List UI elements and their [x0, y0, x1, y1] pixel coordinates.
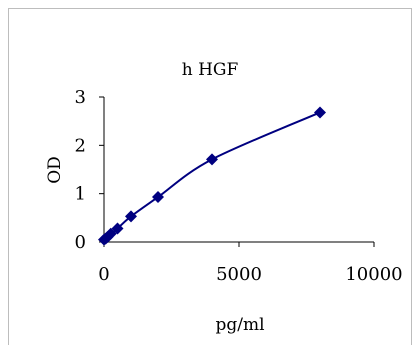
data-point-marker	[314, 106, 326, 118]
y-tick-label: 3	[75, 87, 86, 108]
x-tick-label: 10000	[345, 264, 402, 285]
x-axis-label: pg/ml	[215, 315, 264, 335]
chart-title: h HGF	[182, 60, 239, 80]
y-tick-label: 1	[75, 184, 86, 205]
data-point-marker	[206, 153, 218, 165]
x-tick-label: 5000	[216, 264, 262, 285]
y-axis-label: OD	[45, 156, 65, 184]
y-tick-label: 2	[75, 135, 86, 156]
fit-curve	[104, 112, 320, 239]
x-tick-label: 0	[98, 264, 109, 285]
y-tick-label: 0	[75, 232, 86, 253]
